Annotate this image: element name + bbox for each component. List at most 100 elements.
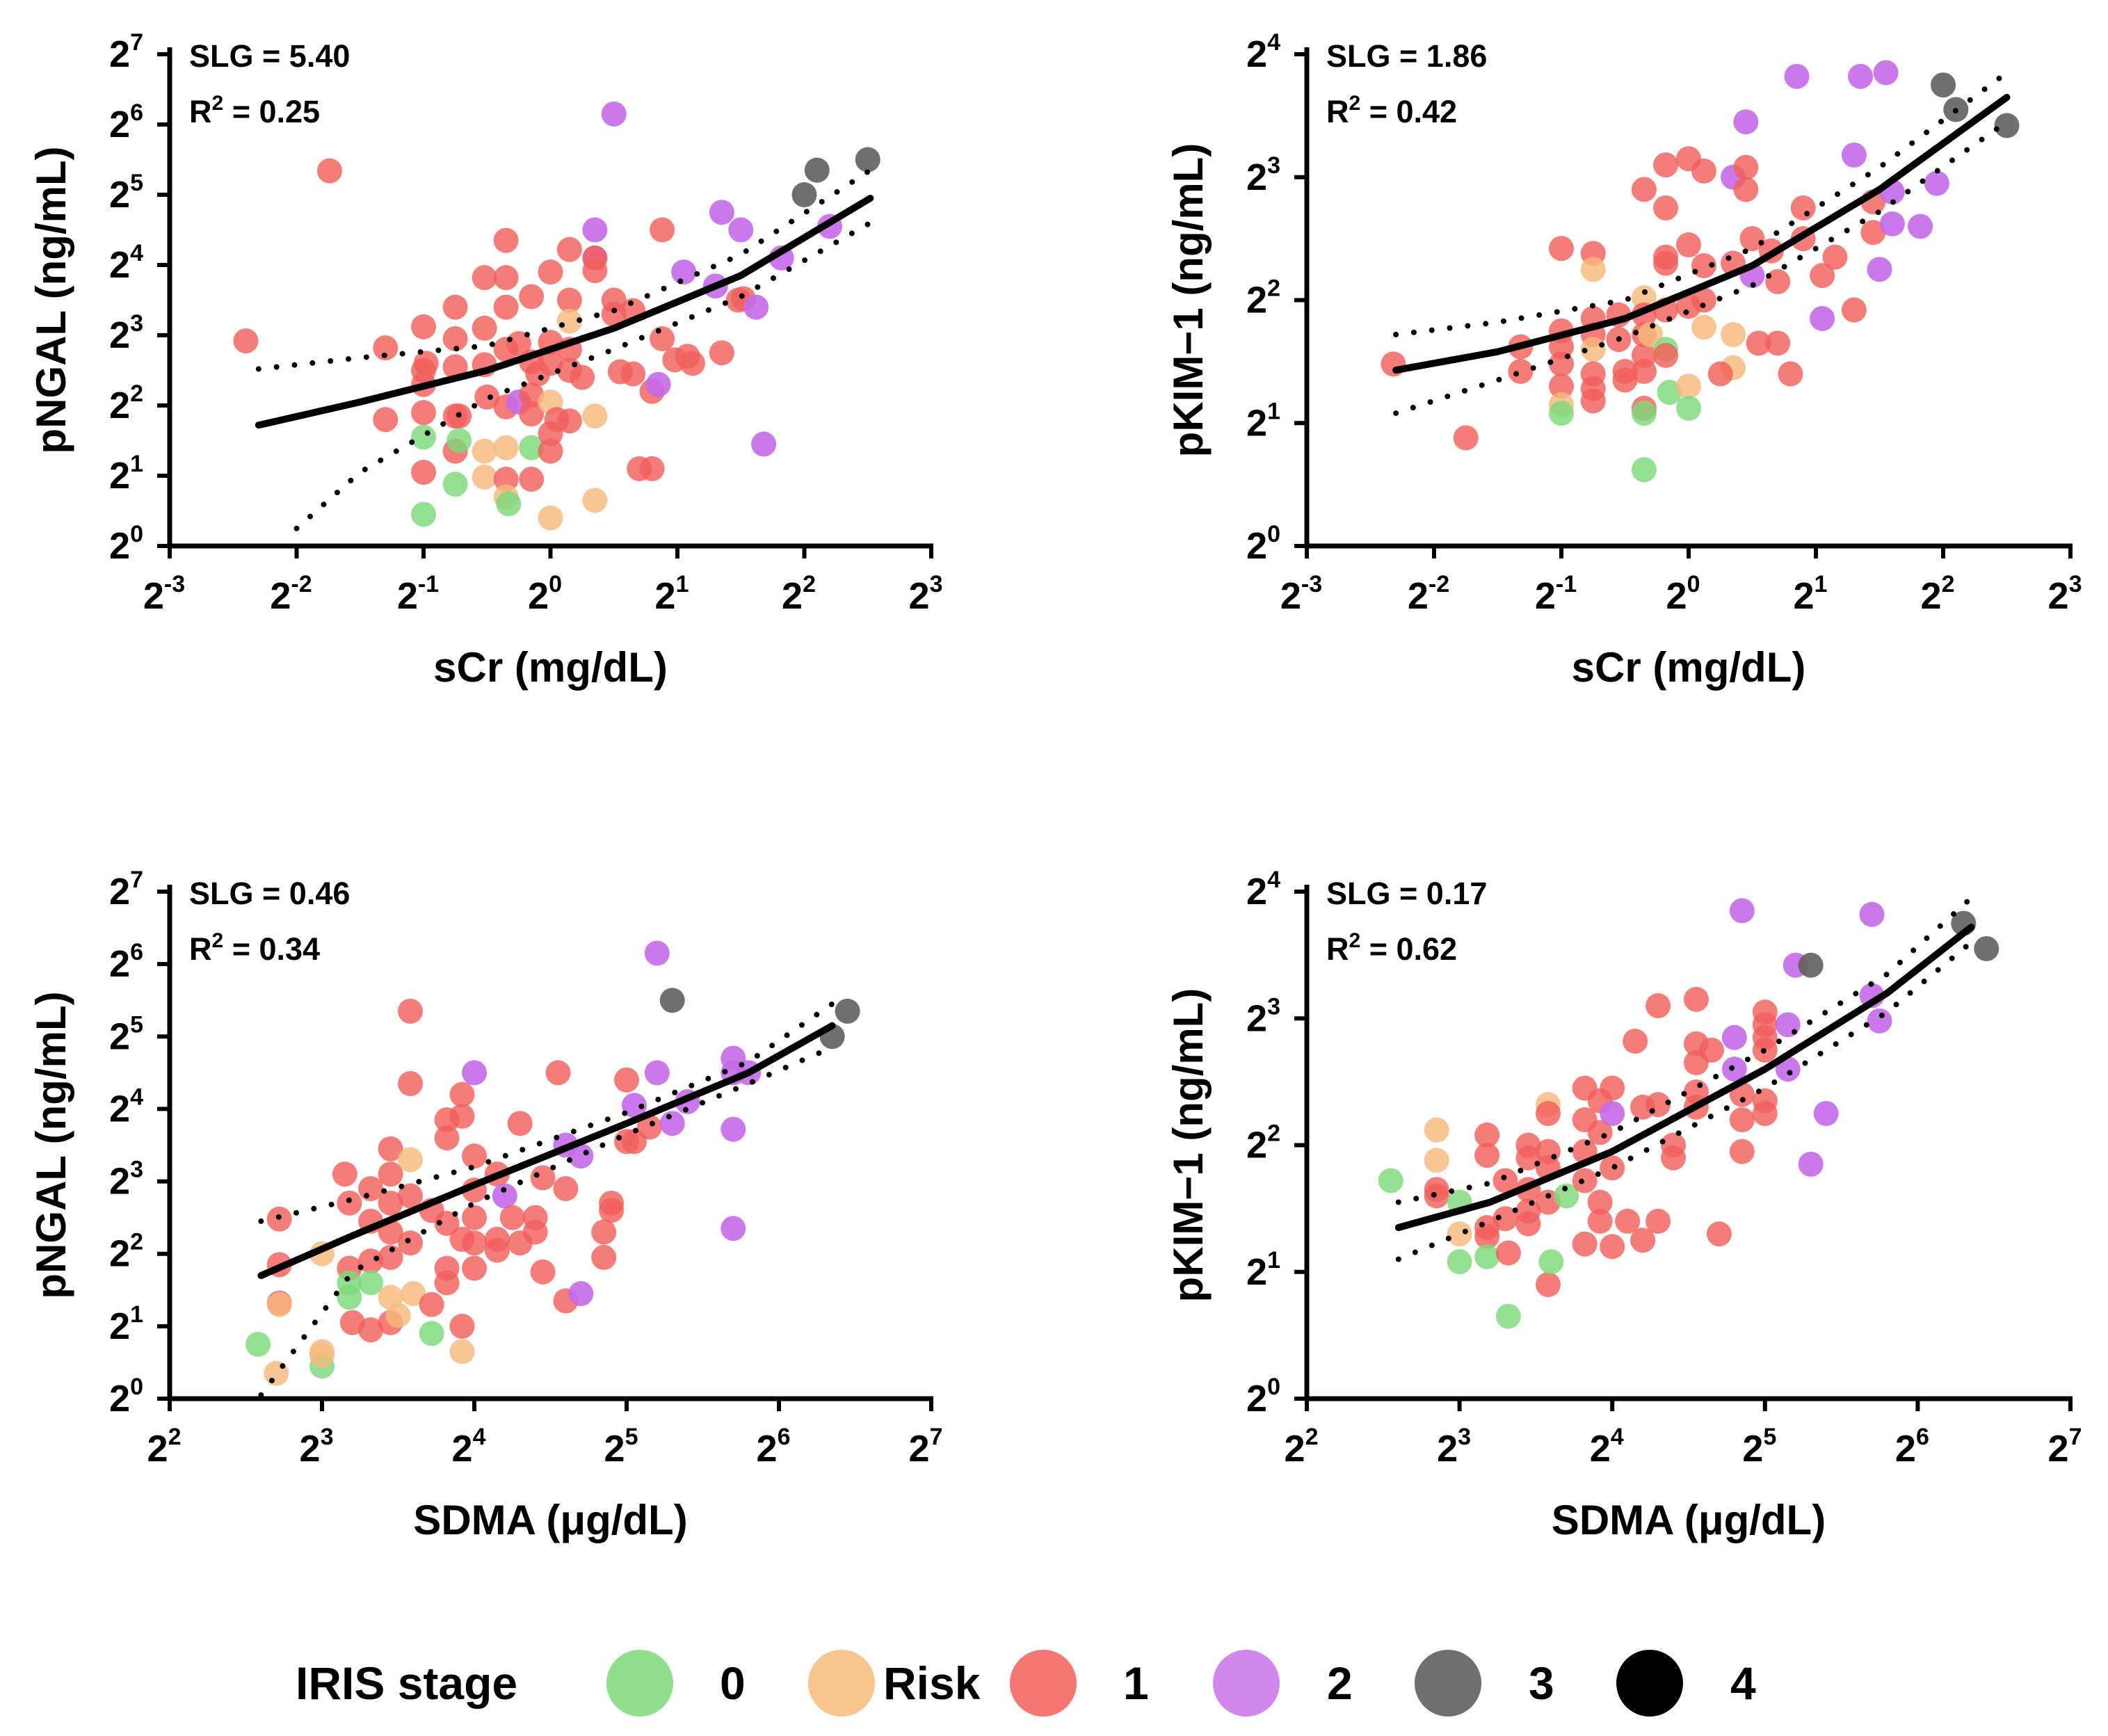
data-point	[1661, 1145, 1687, 1171]
data-point	[337, 1190, 362, 1216]
data-point	[1549, 351, 1574, 377]
data-point	[1600, 1075, 1625, 1101]
x-tick-label: 2-3	[143, 571, 185, 617]
data-point	[621, 1093, 647, 1118]
y-tick-label: 24	[1246, 29, 1280, 75]
x-tick-label: 20	[1666, 571, 1700, 617]
data-point	[1587, 1208, 1613, 1234]
data-point	[1765, 330, 1791, 356]
data-point	[434, 1125, 460, 1151]
data-point	[1631, 457, 1657, 483]
data-point	[639, 456, 665, 481]
data-point	[1474, 1244, 1500, 1269]
y-tick-label: 21	[109, 451, 143, 497]
data-point	[530, 1165, 556, 1191]
y-tick-label: 22	[109, 380, 143, 426]
data-point	[721, 1216, 746, 1241]
data-point	[538, 438, 563, 464]
y-tick-label: 24	[109, 240, 143, 286]
data-point	[519, 401, 545, 427]
y-axis-title: pKIM−1 (ng/mL)	[1165, 143, 1212, 458]
data-point	[484, 1237, 510, 1263]
data-point	[472, 315, 497, 341]
data-point	[1676, 396, 1701, 421]
slg-label: SLG = 5.40	[189, 38, 350, 74]
y-tick-label: 21	[1246, 398, 1280, 444]
data-point	[1752, 1100, 1778, 1126]
data-point	[1600, 1100, 1625, 1126]
data-point	[1572, 1231, 1598, 1257]
data-point	[1493, 1206, 1518, 1232]
data-point	[378, 1162, 403, 1187]
data-point	[1474, 1223, 1500, 1249]
x-tick-label: 22	[1921, 571, 1955, 617]
data-point	[1549, 401, 1574, 426]
data-point	[264, 1360, 289, 1386]
data-point	[1733, 109, 1759, 135]
data-point	[601, 301, 627, 327]
data-point	[233, 328, 259, 354]
legend-item-4: 4	[1616, 1650, 1756, 1717]
data-point	[1691, 314, 1716, 340]
data-point	[1538, 1249, 1564, 1275]
y-tick-label: 21	[1246, 1247, 1280, 1293]
data-point	[556, 287, 582, 313]
y-axis-title: pNGAL (ng/mL)	[28, 146, 74, 453]
panel-pngal-vs-sdma: 20 21 22 23 24 25 26 27 22 23 24 25 26 27 SDMA (μg/dL)…	[28, 867, 942, 1543]
data-point	[493, 294, 519, 320]
data-point	[791, 182, 817, 207]
data-point	[316, 158, 342, 184]
data-point	[1841, 142, 1867, 168]
data-point	[1623, 1029, 1648, 1054]
data-point	[1729, 898, 1755, 924]
regression-line	[257, 1022, 836, 1279]
slg-label: SLG = 0.17	[1326, 876, 1487, 911]
legend-item-risk: Risk	[808, 1650, 981, 1717]
data-point	[644, 1060, 670, 1086]
data-point	[246, 1331, 271, 1357]
data-point	[411, 314, 436, 339]
x-tick-label: 25	[604, 1424, 638, 1470]
data-point	[519, 382, 545, 408]
data-point	[556, 408, 582, 434]
data-point	[1515, 1211, 1541, 1237]
x-tick-label: 2-2	[270, 571, 312, 617]
data-point	[1631, 359, 1657, 385]
y-tick-label: 20	[1246, 1374, 1280, 1420]
data-point	[1381, 351, 1406, 377]
data-point	[1691, 158, 1716, 184]
data-point	[398, 998, 424, 1024]
x-axis-title: sCr (mg/dL)	[1572, 644, 1806, 691]
data-point	[636, 1114, 662, 1140]
x-axis-title: SDMA (μg/dL)	[413, 1497, 687, 1543]
data-point	[411, 459, 436, 485]
x-tick-label: 2-1	[397, 571, 439, 617]
data-point	[472, 265, 497, 291]
data-point	[1580, 388, 1606, 414]
y-tick-label: 25	[109, 1011, 143, 1057]
data-point	[1549, 334, 1574, 360]
data-point	[378, 1190, 403, 1216]
legend-swatch-1	[1010, 1650, 1077, 1717]
data-point	[398, 1147, 424, 1173]
data-point	[1721, 1056, 1747, 1082]
data-point	[553, 1175, 579, 1201]
data-point	[449, 1339, 475, 1365]
x-tick-label: 27	[2048, 1424, 2082, 1470]
data-point	[1424, 1117, 1449, 1143]
data-point	[446, 428, 472, 453]
data-point	[582, 258, 608, 284]
data-point	[582, 488, 608, 513]
data-point	[1600, 1234, 1625, 1260]
data-point	[1729, 1107, 1755, 1133]
legend: IRIS stage 0 Risk 1 2 3 4	[296, 1650, 1756, 1717]
data-points	[1381, 60, 2020, 483]
data-point	[568, 1280, 594, 1306]
data-point	[474, 384, 500, 410]
data-point	[449, 1313, 475, 1339]
data-point	[556, 236, 582, 262]
data-point	[434, 1210, 460, 1236]
data-point	[1867, 1008, 1892, 1034]
data-point	[1631, 177, 1657, 202]
